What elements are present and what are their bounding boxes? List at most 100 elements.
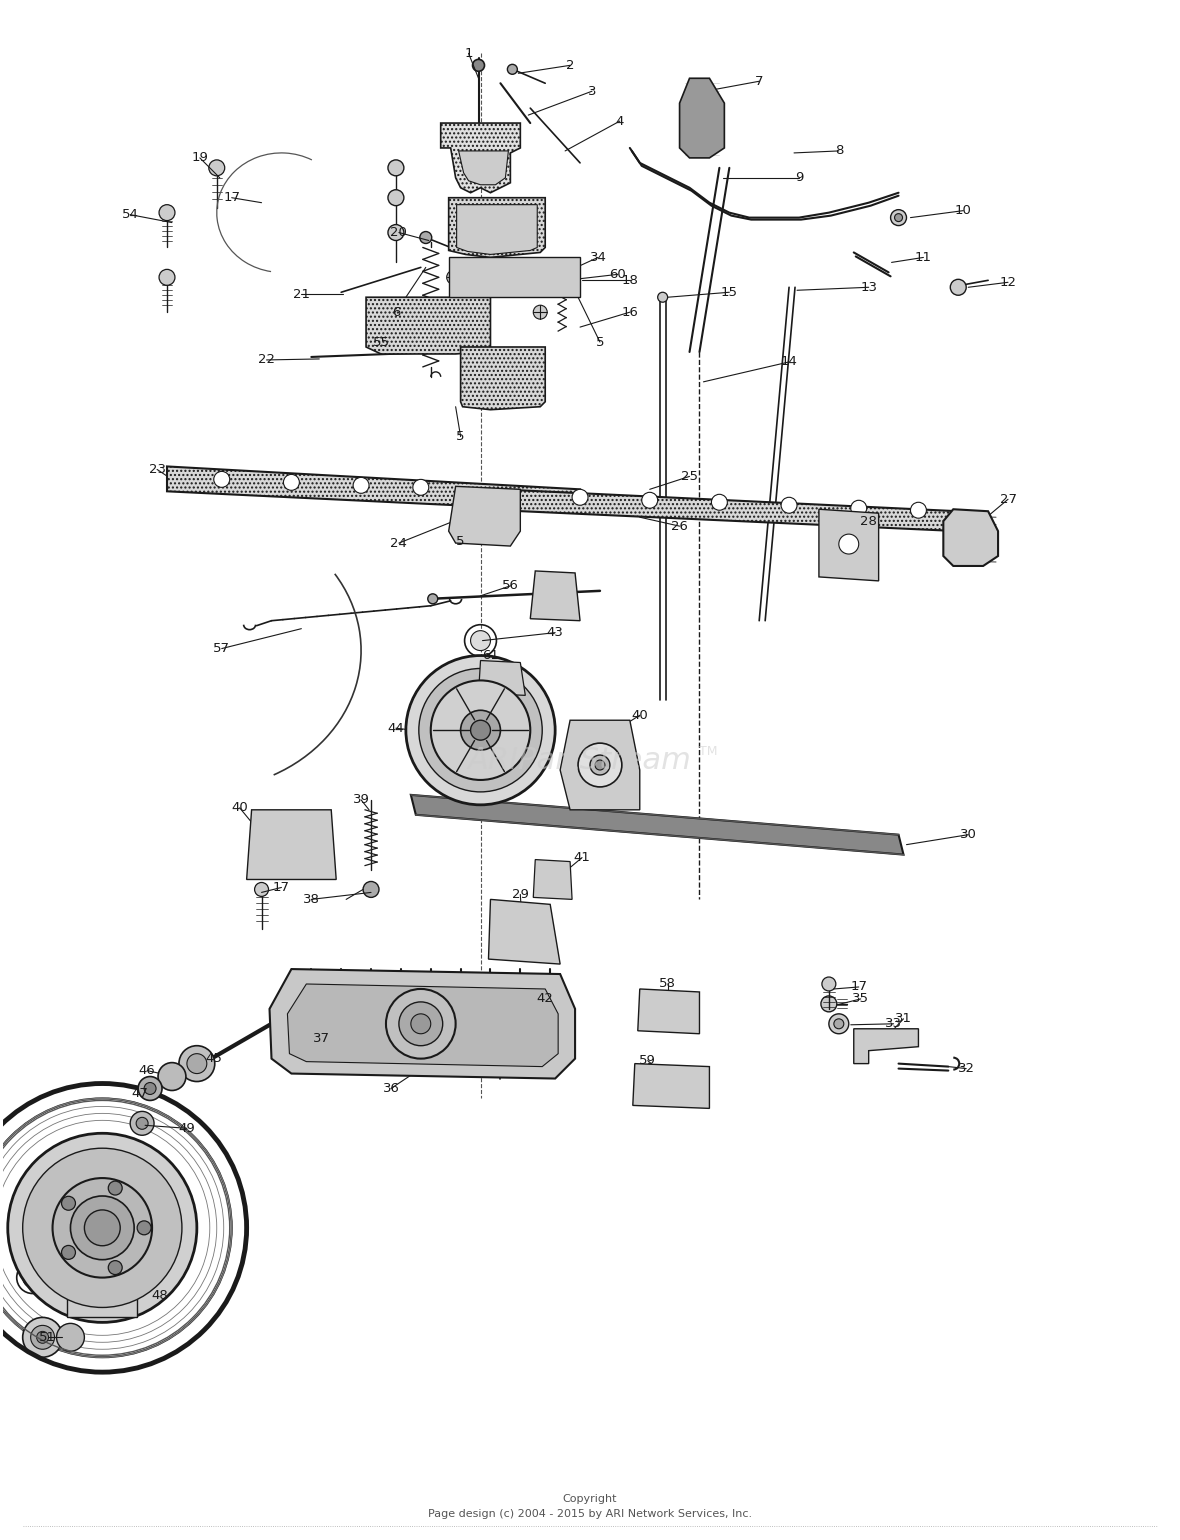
Circle shape	[507, 65, 517, 74]
Text: 56: 56	[502, 579, 519, 593]
Polygon shape	[440, 123, 520, 192]
Text: 46: 46	[139, 1064, 156, 1076]
Circle shape	[314, 1041, 328, 1055]
Circle shape	[460, 710, 500, 750]
Text: 40: 40	[231, 801, 248, 815]
Text: 34: 34	[590, 251, 607, 263]
Text: 49: 49	[178, 1121, 195, 1135]
Circle shape	[8, 1133, 197, 1323]
Text: ARIPartStream: ARIPartStream	[468, 745, 691, 775]
Circle shape	[22, 1149, 182, 1307]
Circle shape	[459, 128, 472, 142]
Polygon shape	[269, 969, 575, 1078]
Circle shape	[477, 243, 485, 251]
Circle shape	[473, 240, 487, 254]
Circle shape	[653, 1076, 667, 1090]
Circle shape	[894, 214, 903, 222]
Text: 26: 26	[671, 519, 688, 533]
Circle shape	[419, 668, 543, 792]
Text: 30: 30	[959, 829, 977, 841]
Text: 55: 55	[373, 336, 389, 348]
Polygon shape	[943, 510, 998, 567]
Polygon shape	[366, 297, 491, 354]
Text: 17: 17	[851, 981, 867, 993]
Polygon shape	[854, 1029, 918, 1064]
Text: 1: 1	[464, 46, 473, 60]
Polygon shape	[479, 488, 958, 531]
Circle shape	[386, 989, 455, 1058]
Circle shape	[493, 128, 507, 142]
Polygon shape	[67, 1292, 137, 1317]
Text: 27: 27	[999, 493, 1016, 505]
Text: 7: 7	[755, 75, 763, 88]
Text: 23: 23	[149, 464, 165, 476]
Circle shape	[53, 1178, 152, 1278]
Circle shape	[406, 656, 555, 805]
Text: 59: 59	[640, 1053, 656, 1067]
Circle shape	[542, 273, 549, 282]
Circle shape	[137, 1221, 151, 1235]
Circle shape	[472, 60, 485, 71]
Circle shape	[590, 755, 610, 775]
Text: 21: 21	[293, 288, 310, 300]
Text: 12: 12	[999, 276, 1016, 290]
Polygon shape	[448, 487, 520, 547]
Polygon shape	[819, 510, 879, 581]
Text: 11: 11	[914, 251, 932, 263]
Text: 29: 29	[512, 889, 529, 901]
Polygon shape	[637, 989, 700, 1033]
Circle shape	[136, 1118, 149, 1129]
Text: 51: 51	[39, 1331, 57, 1344]
Circle shape	[712, 494, 727, 510]
Text: 3: 3	[588, 85, 596, 97]
Circle shape	[186, 1053, 206, 1073]
Circle shape	[523, 211, 537, 225]
Polygon shape	[457, 205, 537, 254]
Text: 17: 17	[223, 191, 241, 205]
Circle shape	[682, 1078, 696, 1092]
Polygon shape	[459, 151, 509, 185]
Circle shape	[0, 1098, 231, 1357]
Text: 5: 5	[596, 336, 604, 348]
Circle shape	[447, 271, 460, 285]
Polygon shape	[247, 810, 336, 879]
Circle shape	[130, 1112, 155, 1135]
Circle shape	[363, 881, 379, 898]
Circle shape	[138, 1076, 162, 1101]
Circle shape	[255, 882, 269, 896]
Polygon shape	[489, 899, 560, 964]
Circle shape	[471, 631, 491, 650]
Text: 25: 25	[681, 470, 699, 484]
Text: 36: 36	[382, 1083, 399, 1095]
Circle shape	[821, 996, 837, 1012]
Circle shape	[283, 474, 300, 490]
Circle shape	[388, 225, 404, 240]
Text: 60: 60	[610, 268, 627, 280]
Circle shape	[261, 824, 273, 836]
Circle shape	[388, 160, 404, 176]
Text: 47: 47	[132, 1087, 149, 1100]
Circle shape	[461, 131, 470, 139]
Circle shape	[538, 271, 552, 285]
Text: 9: 9	[795, 171, 804, 185]
Circle shape	[828, 1013, 848, 1033]
Text: 41: 41	[573, 852, 590, 864]
Circle shape	[22, 1267, 42, 1287]
Circle shape	[459, 211, 472, 225]
Circle shape	[555, 271, 566, 283]
Text: 28: 28	[860, 514, 877, 528]
Circle shape	[533, 992, 548, 1006]
Text: 4: 4	[616, 114, 624, 128]
Text: 6: 6	[392, 305, 400, 319]
Text: 38: 38	[303, 893, 320, 906]
Polygon shape	[533, 859, 572, 899]
Circle shape	[578, 744, 622, 787]
Text: 44: 44	[387, 722, 405, 735]
Circle shape	[399, 1003, 442, 1046]
Circle shape	[572, 490, 588, 505]
Circle shape	[484, 990, 498, 1006]
Circle shape	[431, 681, 530, 779]
Circle shape	[413, 479, 428, 496]
Circle shape	[31, 1326, 54, 1349]
Circle shape	[214, 471, 230, 487]
